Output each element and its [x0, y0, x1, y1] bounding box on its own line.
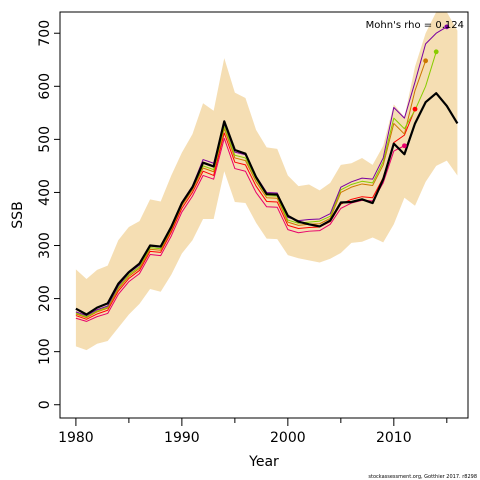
x-tick-label: 2010: [376, 430, 412, 446]
confidence-band: [75, 12, 458, 351]
y-tick-label: 400: [37, 179, 53, 206]
y-tick-label: 600: [37, 73, 53, 100]
series-layer: [75, 26, 459, 322]
y-tick-label: 0: [37, 400, 53, 409]
x-axis: 1980 1990 2000 2010: [58, 418, 448, 446]
y-axis: 0 100 200 300 400 500 600 700: [37, 20, 60, 409]
credit-text: stockassessment.org, Gotthier 2017. r829…: [368, 474, 477, 480]
mohns-rho-annotation: Mohn's rho = 0.124: [366, 20, 464, 31]
y-tick-label: 700: [37, 20, 53, 47]
endpoint-layer: [402, 24, 450, 149]
y-tick-label: 100: [37, 338, 53, 365]
y-tick-label: 300: [37, 232, 53, 259]
x-tick-label: 1990: [164, 430, 200, 446]
y-tick-label: 500: [37, 126, 53, 153]
ssb-main-line: [75, 92, 459, 316]
x-tick-label: 2000: [270, 430, 306, 446]
plot-frame: [59, 11, 469, 419]
retro-peel-line-3: [75, 60, 427, 319]
x-tick-label: 1980: [58, 430, 94, 446]
x-axis-title: Year: [248, 454, 279, 470]
retro-peel-endpoint-3: [423, 58, 429, 64]
retro-peel-endpoint-2: [412, 106, 418, 112]
retro-peel-endpoint-5: [444, 24, 450, 30]
confidence-band-layer: [75, 12, 458, 351]
retro-peel-line-2: [75, 108, 416, 320]
y-tick-label: 200: [37, 285, 53, 312]
retro-peel-line-4: [75, 51, 437, 318]
retro-peel-line-1: [75, 137, 405, 322]
y-axis-title: SSB: [10, 201, 26, 228]
retro-peel-endpoint-1: [402, 143, 407, 149]
retro-peel-endpoint-4: [433, 49, 439, 55]
